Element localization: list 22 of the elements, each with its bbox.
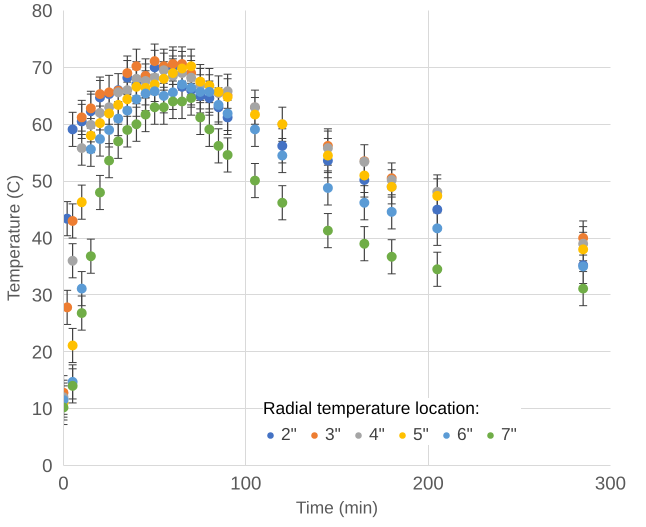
y-tick-label: 60	[32, 114, 53, 135]
legend-label: 5"	[413, 424, 430, 445]
x-axis-title: Time (min)	[296, 498, 378, 518]
legend-label: 6"	[457, 424, 474, 445]
legend-label: 2"	[281, 424, 298, 445]
y-tick-label: 50	[32, 170, 53, 192]
legend-label: 7"	[501, 424, 518, 445]
y-tick-label: 10	[32, 398, 53, 420]
y-axis-title: Temperature (C)	[4, 174, 24, 302]
y-tick-label: 70	[32, 56, 53, 78]
legend-title: Radial temperature location:	[263, 398, 481, 419]
y-tick-label: 30	[32, 284, 53, 306]
x-tick-label: 0	[58, 472, 69, 494]
x-tick-label: 100	[230, 472, 262, 494]
y-tick-label: 20	[32, 341, 53, 362]
x-tick-label: 300	[594, 472, 626, 494]
y-tick-label: 40	[32, 228, 53, 248]
x-tick-label: 200	[412, 472, 444, 494]
y-tick-label: 0	[42, 455, 53, 476]
y-tick-label: 80	[32, 0, 53, 21]
legend-label: 3"	[325, 424, 342, 445]
legend-label: 4"	[369, 424, 386, 445]
